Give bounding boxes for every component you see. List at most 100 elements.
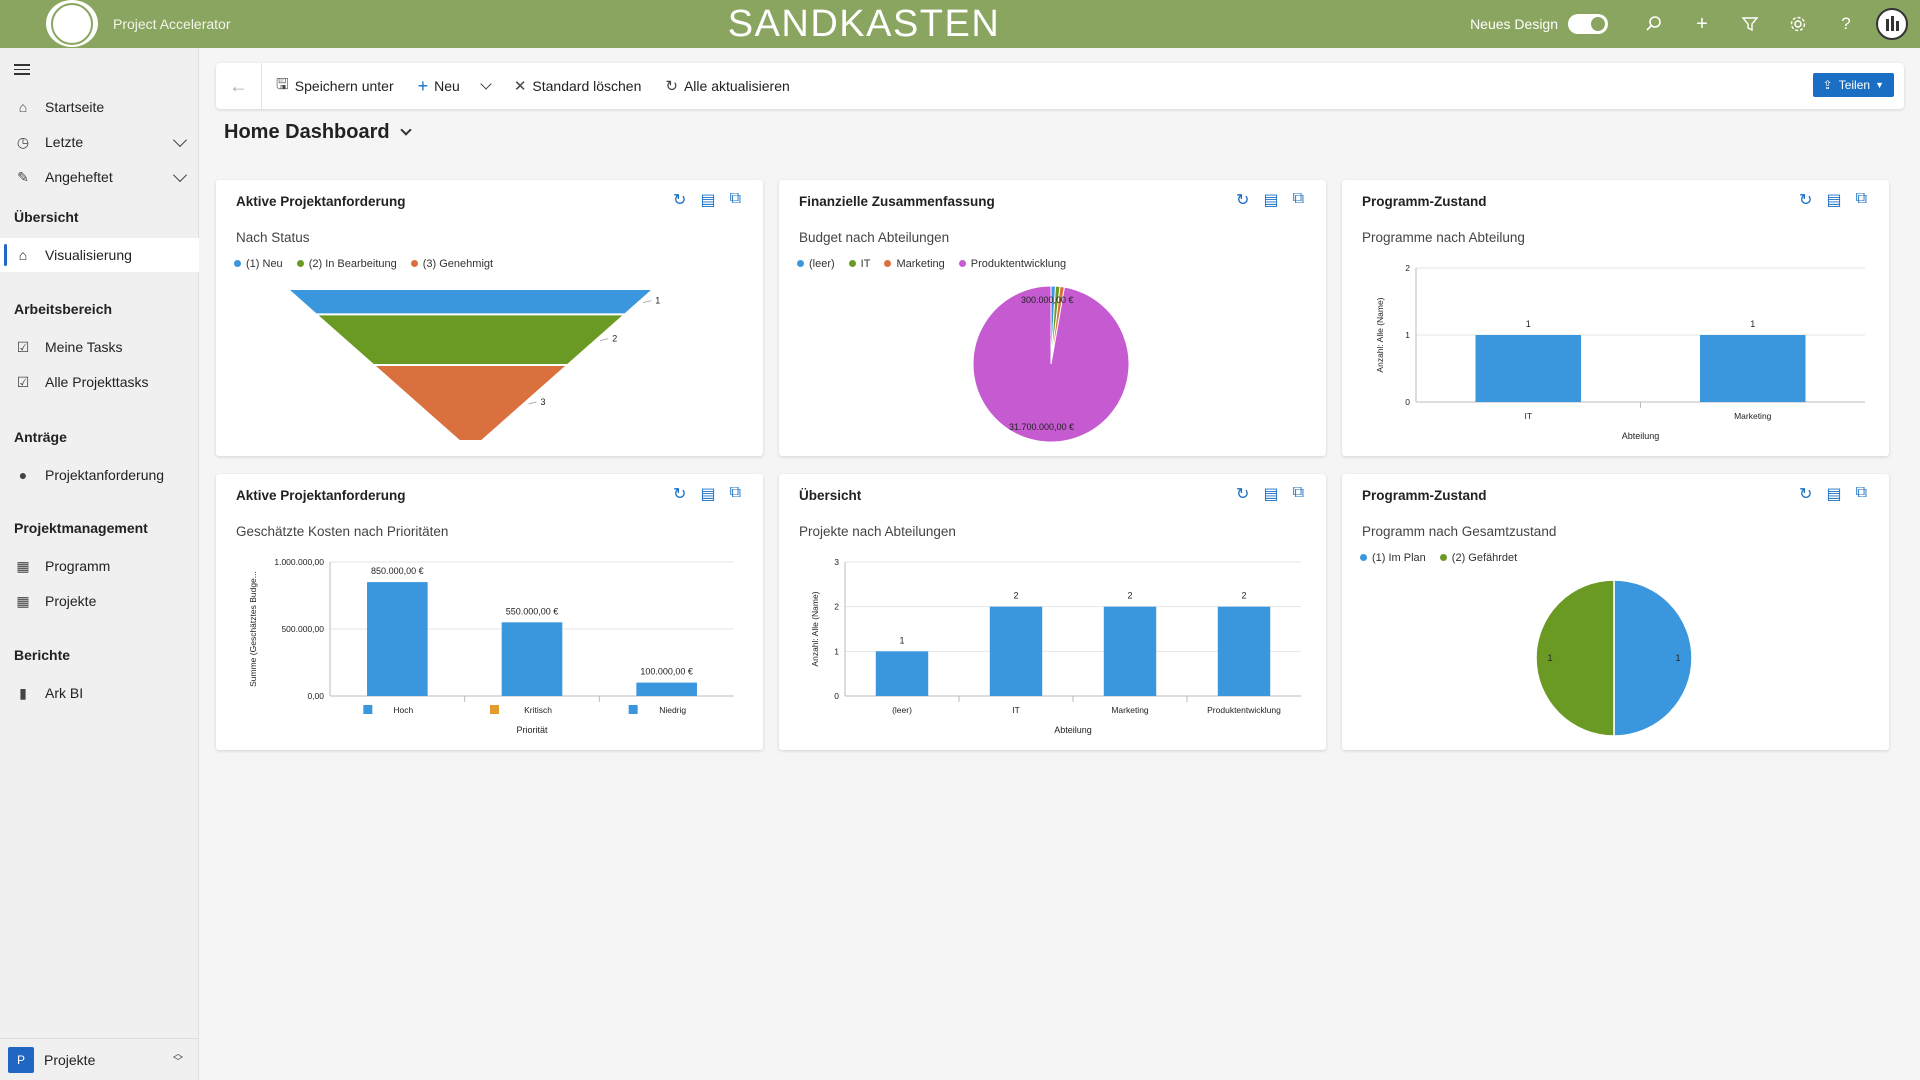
chart-svg: 11 bbox=[1535, 579, 1693, 737]
bar[interactable] bbox=[1217, 606, 1271, 696]
chart-svg: 0,00 500.000,00 1.000.000,00 850.000,00 € Ho… bbox=[248, 557, 734, 735]
area-switcher[interactable]: P Projekte ︿ ﹀ bbox=[0, 1038, 199, 1080]
home-filled-icon: ⌂ bbox=[18, 247, 28, 263]
report-icon[interactable]: ▤ bbox=[1263, 486, 1279, 503]
bar[interactable] bbox=[1475, 335, 1582, 402]
open-external-icon[interactable]: ⧉ bbox=[1855, 484, 1867, 501]
refresh-icon[interactable]: ↻ bbox=[1799, 192, 1813, 209]
chevron-down-icon[interactable] bbox=[172, 167, 188, 183]
refresh-all-button[interactable]: ↻ Alle aktualisieren bbox=[665, 77, 789, 95]
legend-item[interactable]: (1) Im Plan bbox=[1360, 552, 1426, 564]
card-title: Aktive Projektanforderung bbox=[236, 194, 406, 209]
funnel-segment[interactable] bbox=[318, 315, 623, 364]
legend-item[interactable]: (2) Gefährdet bbox=[1439, 552, 1517, 564]
user-avatar[interactable] bbox=[1876, 8, 1908, 40]
report-icon[interactable]: ▤ bbox=[700, 486, 716, 503]
sidebar-item-alle-projekttasks[interactable]: ☑ Alle Projekttasks bbox=[0, 365, 199, 399]
bar[interactable] bbox=[367, 582, 428, 696]
clock-icon: ◷ bbox=[16, 133, 30, 150]
dashboard-card: Aktive Projektanforderung Geschätzte Kos… bbox=[216, 474, 763, 750]
updown-chevron-icon: ︿ ﹀ bbox=[173, 1049, 183, 1068]
bar[interactable] bbox=[501, 622, 563, 696]
sidebar-item-programm[interactable]: ▦ Programm bbox=[0, 549, 199, 583]
legend-item[interactable]: Produktentwicklung bbox=[958, 258, 1066, 270]
open-external-icon[interactable]: ⧉ bbox=[1292, 484, 1304, 501]
clear-default-button[interactable]: ✕ Standard löschen bbox=[514, 77, 642, 95]
refresh-icon[interactable]: ↻ bbox=[673, 486, 687, 503]
gear-icon[interactable] bbox=[1774, 0, 1822, 48]
bar[interactable] bbox=[636, 682, 697, 696]
y-axis-title: Anzahl: Alle (Name) bbox=[1375, 297, 1385, 372]
refresh-icon[interactable]: ↻ bbox=[673, 192, 687, 209]
bar-value-label: 1 bbox=[1750, 319, 1755, 329]
new-button[interactable]: + Neu bbox=[418, 76, 492, 97]
card-subtitle: Geschätzte Kosten nach Prioritäten bbox=[236, 524, 449, 539]
top-bar: Project Accelerator SANDKASTEN Neues Des… bbox=[0, 0, 1920, 48]
save-as-button[interactable]: 🖫 Speichern unter bbox=[276, 74, 394, 99]
refresh-icon[interactable]: ↻ bbox=[1236, 192, 1250, 209]
refresh-icon: ↻ bbox=[665, 78, 678, 95]
share-button[interactable]: ⇪ Teilen ▼ bbox=[1812, 73, 1894, 97]
priority-critical-icon bbox=[490, 705, 499, 714]
y-tick-label: 1 bbox=[834, 646, 839, 656]
refresh-icon[interactable]: ↻ bbox=[1799, 486, 1813, 503]
bar[interactable] bbox=[1103, 606, 1157, 696]
y-axis-title: Anzahl: Alle (Name) bbox=[810, 591, 820, 666]
plus-icon[interactable]: + bbox=[1696, 12, 1708, 35]
pie-slice[interactable] bbox=[1613, 579, 1693, 737]
legend-swatch bbox=[1439, 554, 1447, 561]
pie-slice[interactable] bbox=[1535, 579, 1615, 737]
sidebar-item-ark-bi[interactable]: ▮ Ark BI bbox=[0, 676, 199, 710]
report-icon[interactable]: ▤ bbox=[1263, 192, 1279, 209]
legend-item[interactable]: (leer) bbox=[797, 258, 835, 270]
sidebar-item-projektanforderung[interactable]: ● Projektanforderung bbox=[0, 458, 199, 492]
help-icon[interactable]: ? bbox=[1841, 14, 1851, 33]
open-external-icon[interactable]: ⧉ bbox=[729, 484, 741, 501]
x-tick-label: Marketing bbox=[1111, 705, 1149, 715]
open-external-icon[interactable]: ⧉ bbox=[1292, 190, 1304, 207]
chevron-down-icon[interactable] bbox=[399, 124, 412, 136]
close-icon: ✕ bbox=[513, 78, 527, 95]
page-title[interactable]: Home Dashboard bbox=[224, 121, 412, 144]
legend-item[interactable]: (1) Neu bbox=[234, 258, 283, 270]
chevron-down-icon[interactable] bbox=[480, 78, 492, 90]
funnel-segment[interactable] bbox=[376, 366, 565, 440]
sidebar-item-projekte[interactable]: ▦ Projekte bbox=[0, 584, 199, 618]
legend-item[interactable]: Marketing bbox=[884, 258, 945, 270]
section-overview: Übersicht bbox=[14, 209, 79, 225]
bar[interactable] bbox=[1699, 335, 1806, 402]
search-icon[interactable] bbox=[1630, 0, 1678, 48]
legend-item[interactable]: (2) In Bearbeitung bbox=[296, 258, 397, 270]
report-icon[interactable]: ▤ bbox=[1826, 192, 1842, 209]
sidebar-item-visualisierung[interactable]: ⌂ Visualisierung bbox=[0, 238, 199, 272]
funnel-segment[interactable] bbox=[290, 290, 651, 314]
legend-item[interactable]: (3) Genehmigt bbox=[410, 258, 493, 270]
sidebar-item-label: Ark BI bbox=[45, 685, 84, 701]
report-icon[interactable]: ▤ bbox=[700, 192, 716, 209]
open-external-icon[interactable]: ⧉ bbox=[729, 190, 741, 207]
refresh-icon[interactable]: ↻ bbox=[1236, 486, 1250, 503]
back-arrow-icon[interactable]: ← bbox=[216, 63, 262, 109]
app-logo[interactable] bbox=[46, 0, 98, 47]
chart-svg: 300.000,00 € 31.700.000,00 € bbox=[972, 285, 1130, 443]
save-as-label: Speichern unter bbox=[294, 78, 394, 94]
menu-toggle-icon[interactable] bbox=[14, 64, 30, 76]
sidebar: ⌂ Startseite ◷ Letzte ✎ Angeheftet Übers… bbox=[0, 48, 199, 1080]
sidebar-item-label: Meine Tasks bbox=[45, 339, 123, 355]
card-subtitle: Budget nach Abteilungen bbox=[799, 230, 950, 245]
sidebar-item-letzte[interactable]: ◷ Letzte bbox=[0, 125, 199, 159]
sidebar-item-startseite[interactable]: ⌂ Startseite bbox=[0, 90, 199, 124]
bar[interactable] bbox=[989, 606, 1043, 696]
pie-slice[interactable] bbox=[972, 285, 1130, 443]
bar[interactable] bbox=[875, 651, 929, 696]
filter-icon[interactable] bbox=[1726, 0, 1774, 48]
x-axis-title: Abteilung bbox=[1054, 725, 1092, 735]
report-icon[interactable]: ▤ bbox=[1826, 486, 1842, 503]
legend-item[interactable]: IT bbox=[848, 258, 870, 270]
open-external-icon[interactable]: ⧉ bbox=[1855, 190, 1867, 207]
sidebar-item-angeheftet[interactable]: ✎ Angeheftet bbox=[0, 160, 199, 194]
sidebar-item-meine-tasks[interactable]: ☑ Meine Tasks bbox=[0, 330, 199, 364]
chevron-down-icon[interactable] bbox=[172, 132, 188, 148]
new-design-toggle[interactable] bbox=[1568, 14, 1608, 34]
x-tick-label: IT bbox=[1524, 411, 1532, 421]
